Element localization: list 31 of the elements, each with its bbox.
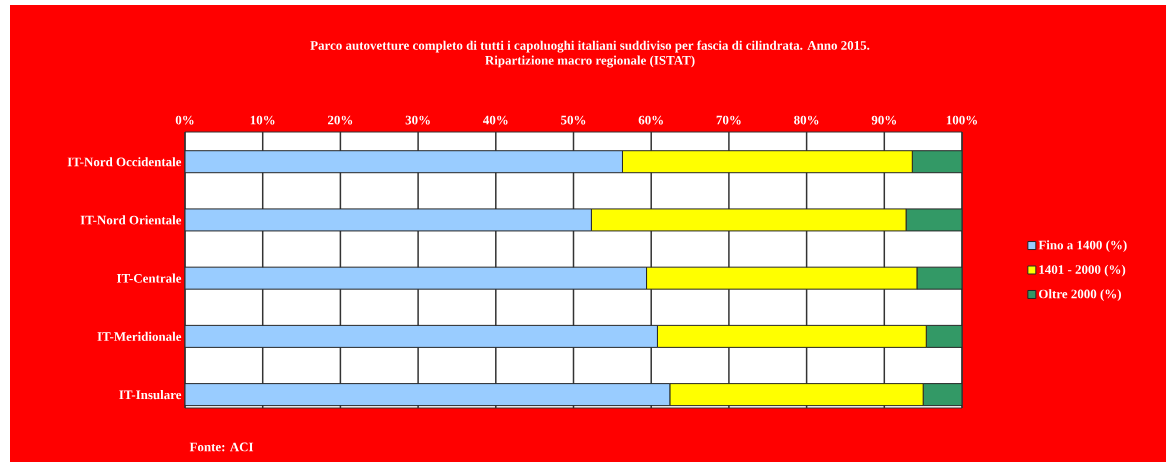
chart-subtitle: Ripartizione macro regionale (ISTAT) (485, 55, 695, 68)
y-tick-label: IT-Meridionale (97, 331, 182, 341)
x-tick-label: 100% (946, 115, 977, 125)
bar (185, 150, 623, 174)
x-tick-label: 50% (561, 115, 586, 125)
x-tick-label: 40% (483, 115, 508, 125)
bar (185, 208, 592, 232)
bar (925, 324, 963, 348)
x-tick-label: 60% (638, 115, 663, 125)
x-tick-label: 0% (175, 115, 194, 125)
y-tick-label: IT-Nord Occidentale (67, 157, 182, 167)
x-tick-label: 20% (328, 115, 353, 125)
x-tick-label: 70% (716, 115, 741, 125)
y-tick-label: IT-Nord Orientale (80, 215, 182, 225)
bar (185, 266, 648, 290)
chart-title: Parco autovetture completo di tutti i capoluoghi italiani suddiviso per fascia di cilindrata. Anno 2015. (310, 40, 870, 53)
legend-label: 1401 - 2000 (%) (1039, 264, 1126, 277)
x-tick-label: 10% (250, 115, 275, 125)
bar (911, 150, 963, 174)
source-note: Fonte: ACI (189, 442, 254, 452)
bar (922, 383, 963, 407)
legend-label: Oltre 2000 (%) (1038, 289, 1121, 301)
y-tick-label: IT-Insulare (119, 390, 182, 400)
bar (185, 324, 658, 348)
x-tick-label: 80% (794, 115, 819, 125)
x-tick-label: 30% (405, 115, 430, 125)
legend-label: Fino a 1400 (%) (1038, 240, 1127, 253)
x-tick-label: 90% (871, 115, 897, 125)
bar (916, 266, 963, 290)
y-tick-label: IT-Centrale (116, 273, 182, 283)
bar (185, 383, 671, 407)
